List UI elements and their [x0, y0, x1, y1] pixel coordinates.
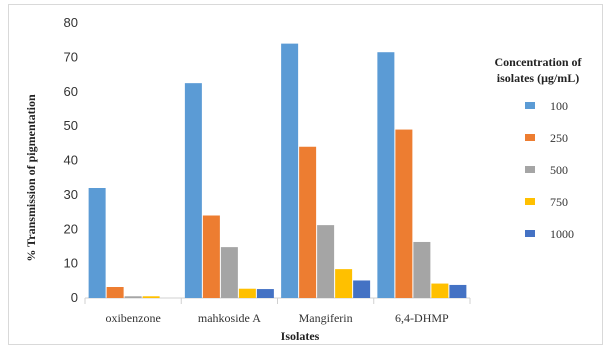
bar-100-oxibenzone: [88, 188, 106, 298]
legend-label-1000: 1000: [550, 227, 574, 241]
x-category-label: Mangiferin: [299, 311, 353, 325]
bar-250-oxibenzone: [106, 287, 124, 298]
legend-label-250: 250: [550, 131, 568, 145]
x-category-label: oxibenzone: [105, 311, 160, 325]
legend-title-line2: isolates (μg/mL): [497, 71, 579, 85]
bar-100-mangiferin: [281, 43, 299, 298]
bar-1000-mangiferin: [353, 280, 371, 298]
bar-250-mahkoside-a: [202, 215, 220, 298]
legend-swatch-250: [525, 134, 535, 141]
y-tick-label: 30: [64, 187, 78, 202]
y-tick-label: 0: [71, 290, 78, 305]
x-category-label: 6,4-DHMP: [395, 311, 449, 325]
y-tick-label: 40: [64, 153, 78, 168]
y-tick-label: 50: [64, 118, 78, 133]
bar-100-6-4-dhmp: [377, 52, 395, 298]
legend-swatch-500: [525, 166, 535, 173]
bar-500-mahkoside-a: [220, 247, 238, 298]
legend-items: 100 250 500 750 1000: [525, 99, 574, 241]
bars: [88, 43, 467, 298]
legend-label-100: 100: [550, 99, 568, 113]
legend-swatch-100: [525, 102, 535, 109]
legend-label-500: 500: [550, 163, 568, 177]
y-axis-title: % Transmission of pigmentation: [24, 94, 38, 262]
x-category-label: mahkoside A: [198, 311, 261, 325]
bar-1000-mahkoside-a: [256, 289, 274, 298]
legend: Concentration of isolates (μg/mL) 100 250…: [495, 55, 583, 241]
bar-500-oxibenzone: [124, 296, 142, 298]
bar-750-mangiferin: [335, 269, 353, 298]
y-axis-ticks: 0 10 20 30 40 50 60 70 80: [64, 15, 78, 305]
bar-500-mangiferin: [317, 225, 335, 298]
bar-1000-6-4-dhmp: [449, 284, 467, 298]
bar-750-mahkoside-a: [238, 288, 256, 298]
y-tick-label: 70: [64, 49, 78, 64]
y-tick-label: 10: [64, 256, 78, 271]
bar-100-mahkoside-a: [184, 83, 202, 298]
bar-750-oxibenzone: [142, 296, 160, 298]
bar-500-6-4-dhmp: [413, 241, 431, 298]
legend-swatch-750: [525, 198, 535, 205]
x-axis-category-separators: [84, 298, 471, 304]
legend-swatch-1000: [525, 230, 535, 237]
legend-label-750: 750: [550, 195, 568, 209]
bar-250-mangiferin: [299, 146, 317, 298]
legend-title-line1: Concentration of: [495, 55, 583, 69]
x-axis-title: Isolates: [281, 329, 320, 343]
bar-750-6-4-dhmp: [431, 283, 449, 298]
y-tick-label: 60: [64, 84, 78, 99]
bar-250-6-4-dhmp: [395, 129, 413, 298]
y-tick-label: 80: [64, 15, 78, 30]
y-tick-label: 20: [64, 221, 78, 236]
x-axis-category-labels: oxibenzone mahkoside A Mangiferin 6,4-DHMP: [105, 311, 449, 325]
